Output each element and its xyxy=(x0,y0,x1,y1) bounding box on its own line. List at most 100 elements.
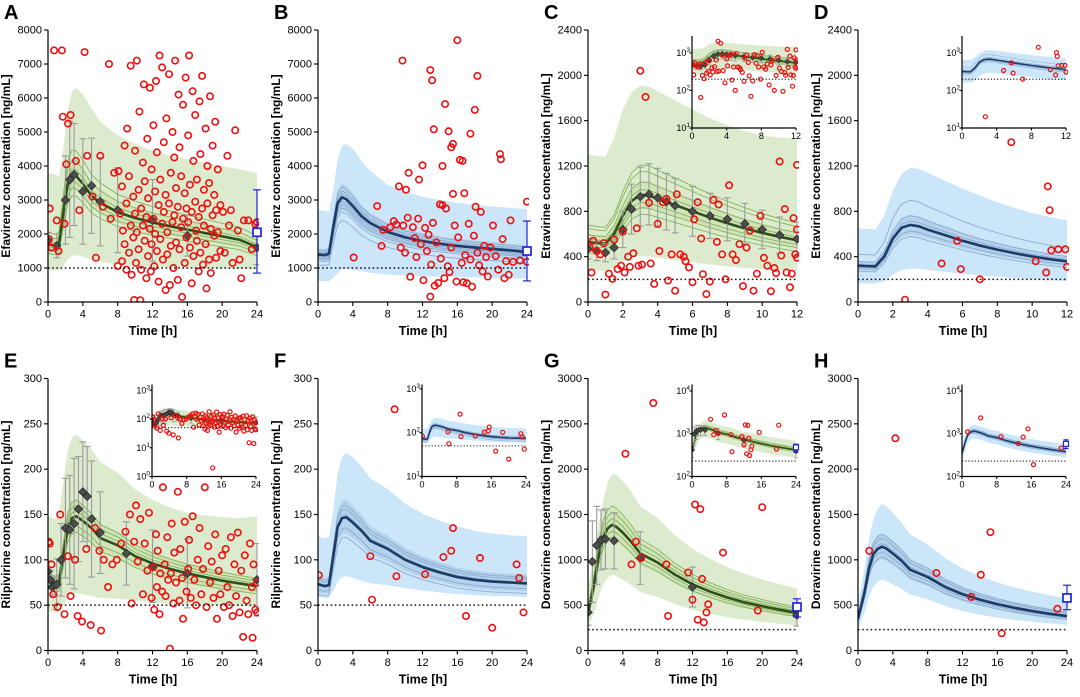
x-tick-label: 4 xyxy=(620,657,626,669)
observed-mean-diamond xyxy=(121,548,132,559)
observed-concentration-point xyxy=(449,189,458,198)
observed-concentration-point xyxy=(712,237,721,246)
x-tick-label: 8 xyxy=(184,480,189,490)
observed-concentration-point xyxy=(244,610,253,619)
observed-concentration-point xyxy=(98,202,107,211)
y-tick-label: 0 xyxy=(846,645,852,657)
observed-concentration-point xyxy=(136,296,145,302)
panel-F-inset: 0 8 16 24 101 102 103 xyxy=(406,383,531,490)
observed-concentration-point xyxy=(739,69,745,75)
observed-concentration-point xyxy=(493,448,499,454)
observed-concentration-point xyxy=(688,595,697,604)
observed-concentration-point xyxy=(458,156,467,165)
observed-concentration-point xyxy=(1054,53,1060,59)
observed-concentration-point xyxy=(708,416,714,422)
prediction-interval-band xyxy=(588,473,797,627)
median-prediction-line xyxy=(858,545,1068,620)
observed-mean-diamond xyxy=(65,525,75,535)
observed-concentration-point xyxy=(422,247,431,256)
observed-mean-diamond xyxy=(60,195,71,205)
observed-concentration-point xyxy=(739,282,748,291)
observed-concentration-point xyxy=(242,596,251,605)
observed-concentration-point xyxy=(366,552,375,561)
x-tick-label: 6 xyxy=(689,309,695,321)
observed-concentration-point xyxy=(937,259,946,268)
y-axis-title: Etravirine concentration [ng/mL] xyxy=(810,73,823,258)
observed-concentration-point xyxy=(166,168,175,177)
observed-concentration-point xyxy=(754,52,760,59)
observed-concentration-point xyxy=(482,253,491,262)
y-tick-label: 100 xyxy=(24,554,42,566)
observed-concentration-point xyxy=(462,611,471,620)
panel-C-plot: 0 2 4 6 8 10 12 0 400 800 1200 1600 2000 2400 0 4 8 12 101… xyxy=(558,25,804,321)
y-tick-label: 6000 xyxy=(288,93,312,105)
external-study-square xyxy=(252,189,262,274)
observed-concentration-point xyxy=(237,566,246,575)
observed-concentration-point xyxy=(1047,66,1053,73)
observed-concentration-point xyxy=(746,73,752,79)
panel-G: 0 4 8 12 16 20 24 0 500 1000 1500 2000 2500 3000 0 8 16 2… xyxy=(540,351,803,687)
y-tick-label: 4000 xyxy=(18,161,42,173)
observed-concentration-point xyxy=(588,243,594,252)
observed-concentration-point xyxy=(120,240,129,249)
observed-concentration-point xyxy=(171,56,180,65)
observed-concentration-point xyxy=(790,72,796,79)
observed-concentration-point xyxy=(722,80,728,86)
observed-concentration-point xyxy=(745,422,751,429)
observed-concentration-point xyxy=(793,225,799,234)
observed-concentration-point xyxy=(71,555,80,564)
x-axis-title: Time [h] xyxy=(939,324,987,338)
observed-concentration-point xyxy=(610,235,619,244)
observed-mean-diamond xyxy=(697,426,704,433)
observed-concentration-point xyxy=(747,452,753,459)
observed-concentration-point xyxy=(131,146,140,155)
observed-concentration-point xyxy=(235,608,244,617)
observed-concentration-point xyxy=(168,128,177,137)
observed-concentration-point xyxy=(672,190,681,199)
x-tick-label: 12 xyxy=(1061,309,1073,321)
observed-concentration-point xyxy=(1030,461,1037,468)
y-tick-label: 200 xyxy=(294,464,312,476)
external-study-square xyxy=(1062,439,1070,450)
x-tick-label: 0 xyxy=(45,657,51,669)
x-tick-label: 4 xyxy=(890,657,896,669)
x-axis-title: Time [h] xyxy=(939,673,987,687)
observed-concentration-point xyxy=(649,398,658,407)
observed-concentration-point xyxy=(690,215,699,224)
observed-concentration-point xyxy=(218,551,227,560)
mean-errorbar xyxy=(48,231,52,250)
observed-concentration-point xyxy=(865,546,874,555)
y-tick-label: 102 xyxy=(136,413,150,424)
observed-concentration-point xyxy=(168,414,174,421)
observed-concentration-point xyxy=(746,435,752,441)
observed-concentration-point xyxy=(205,255,214,264)
observed-concentration-point xyxy=(404,168,413,177)
x-tick-label: 24 xyxy=(521,480,531,490)
observed-concentration-point xyxy=(210,465,216,471)
observed-concentration-point xyxy=(782,268,791,277)
observed-concentration-point xyxy=(216,247,225,256)
y-tick-label: 100 xyxy=(294,554,312,566)
observed-concentration-point xyxy=(219,207,228,216)
observed-concentration-point xyxy=(601,290,610,299)
individual-prediction-line xyxy=(858,551,1068,621)
x-axis-title: Time [h] xyxy=(129,324,177,338)
observed-concentration-point xyxy=(195,524,204,533)
observed-mean-diamond xyxy=(588,556,598,567)
panel-D-inset: 0 4 8 12 101 102 103 xyxy=(946,36,1071,141)
observed-concentration-point xyxy=(749,443,755,449)
mean-errorbar xyxy=(588,599,592,626)
observed-concentration-point xyxy=(655,247,664,256)
panel-E: 0 4 8 12 16 20 24 0 50 100 150 200 250 300 0 8 16 24 100 10… xyxy=(0,351,263,687)
observed-concentration-point xyxy=(143,566,152,575)
panel-letter: H xyxy=(814,351,828,373)
x-tick-label: 10 xyxy=(1026,309,1038,321)
observed-concentration-point xyxy=(459,278,468,287)
observed-concentration-point xyxy=(620,268,629,277)
panel-C-inset: 0 4 8 12 101 102 103 xyxy=(676,36,801,141)
individual-prediction-line xyxy=(858,199,1068,256)
observed-concentration-point xyxy=(1062,62,1068,69)
x-tick-label: 12 xyxy=(686,657,698,669)
x-tick-label: 24 xyxy=(791,657,803,669)
observed-concentration-point xyxy=(735,240,744,249)
